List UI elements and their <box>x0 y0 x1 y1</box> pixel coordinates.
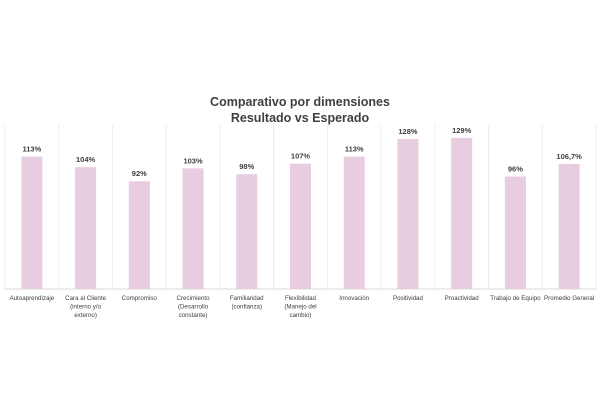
bar <box>236 174 258 289</box>
bar <box>558 164 580 289</box>
data-label: 106,7% <box>556 152 582 161</box>
x-tick-label: Innovación <box>339 295 369 302</box>
data-label: 92% <box>132 169 147 178</box>
data-label: 128% <box>398 127 418 136</box>
chart-title: Comparativo por dimensiones Resultado vs… <box>0 94 600 126</box>
bar <box>128 181 150 289</box>
x-tick-label: Positividad <box>393 295 423 302</box>
x-tick-label: Crecimiento (Desarrollo constante) <box>177 295 211 319</box>
chart-title-line-1: Comparativo por dimensiones <box>210 95 390 109</box>
data-label: 129% <box>452 126 472 135</box>
x-tick-label: Cara al Cliente (interno y/o externo) <box>65 295 106 319</box>
bar <box>451 137 473 289</box>
bar <box>182 168 204 289</box>
bar <box>504 176 526 289</box>
bar <box>343 156 365 289</box>
bar <box>397 139 419 289</box>
x-tick-label: Trabajo de Equipo <box>490 295 541 302</box>
x-tick-label: Flexibilidad (Manejo del cambio) <box>284 295 316 319</box>
x-tick-label: Proactividad <box>445 295 480 302</box>
data-label: 107% <box>291 152 311 161</box>
data-label: 103% <box>183 156 203 165</box>
data-label: 98% <box>239 162 254 171</box>
x-tick-label: Autoaprendizaje <box>9 295 54 302</box>
data-label: 113% <box>22 145 41 154</box>
data-label: 113% <box>345 145 364 154</box>
bar <box>75 167 97 289</box>
x-tick-label: Compromiso <box>122 295 158 302</box>
bar <box>290 163 311 289</box>
data-label: 104% <box>76 155 96 164</box>
data-label: 96% <box>508 165 523 174</box>
chart-title-line-2: Resultado vs Esperado <box>230 111 370 125</box>
x-tick-label: Promedio General <box>544 295 594 302</box>
x-tick-label: Familiaridad (confianza) <box>230 295 264 311</box>
bar <box>21 156 43 289</box>
